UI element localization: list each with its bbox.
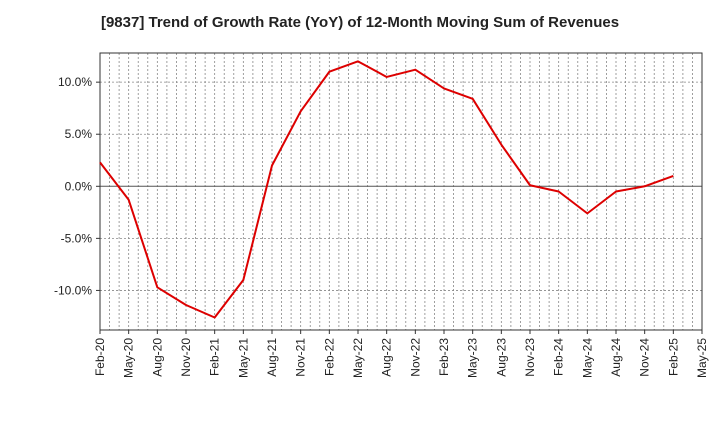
y-tick-label: 5.0% — [65, 127, 93, 141]
x-tick-label: Aug-21 — [265, 338, 279, 377]
x-tick-label: May-24 — [580, 338, 594, 378]
y-tick-label: 0.0% — [65, 179, 93, 193]
y-tick-label: 10.0% — [58, 75, 92, 89]
x-tick-label: Feb-24 — [552, 338, 566, 376]
x-tick-label: Aug-24 — [609, 338, 623, 377]
x-axis: Feb-20 May-20 Aug-20 Nov-20 Feb-21 May-21 Aug-… — [93, 330, 709, 378]
x-tick-label: Feb-23 — [437, 338, 451, 376]
x-tick-label: Feb-22 — [322, 338, 336, 376]
x-tick-label: Nov-24 — [638, 338, 652, 377]
x-tick-label: Feb-25 — [666, 338, 680, 376]
x-tick-label: Nov-20 — [179, 338, 193, 377]
plot-frame — [99, 52, 703, 331]
x-tick-label: May-21 — [236, 338, 250, 378]
x-tick-label: May-25 — [695, 338, 709, 378]
grid-lines — [100, 53, 702, 330]
x-tick-label: Feb-20 — [93, 338, 107, 376]
x-tick-label: Nov-22 — [408, 338, 422, 377]
x-tick-label: Aug-22 — [380, 338, 394, 377]
x-tick-label: May-20 — [122, 338, 136, 378]
x-tick-label: Aug-20 — [150, 338, 164, 377]
x-tick-label: Nov-23 — [523, 338, 537, 377]
y-tick-label: -5.0% — [61, 231, 93, 245]
x-tick-label: Feb-21 — [208, 338, 222, 376]
y-tick-label: -10.0% — [54, 283, 92, 297]
x-tick-label: Aug-23 — [494, 338, 508, 377]
x-tick-label: May-22 — [351, 338, 365, 378]
plot-area — [100, 53, 702, 330]
chart-title: [9837] Trend of Growth Rate (YoY) of 12-… — [100, 14, 620, 31]
x-tick-label: May-23 — [466, 338, 480, 378]
x-tick-label: Nov-21 — [294, 338, 308, 377]
y-axis: 10.0% 5.0% 0.0% -5.0% -10.0% — [54, 75, 100, 297]
